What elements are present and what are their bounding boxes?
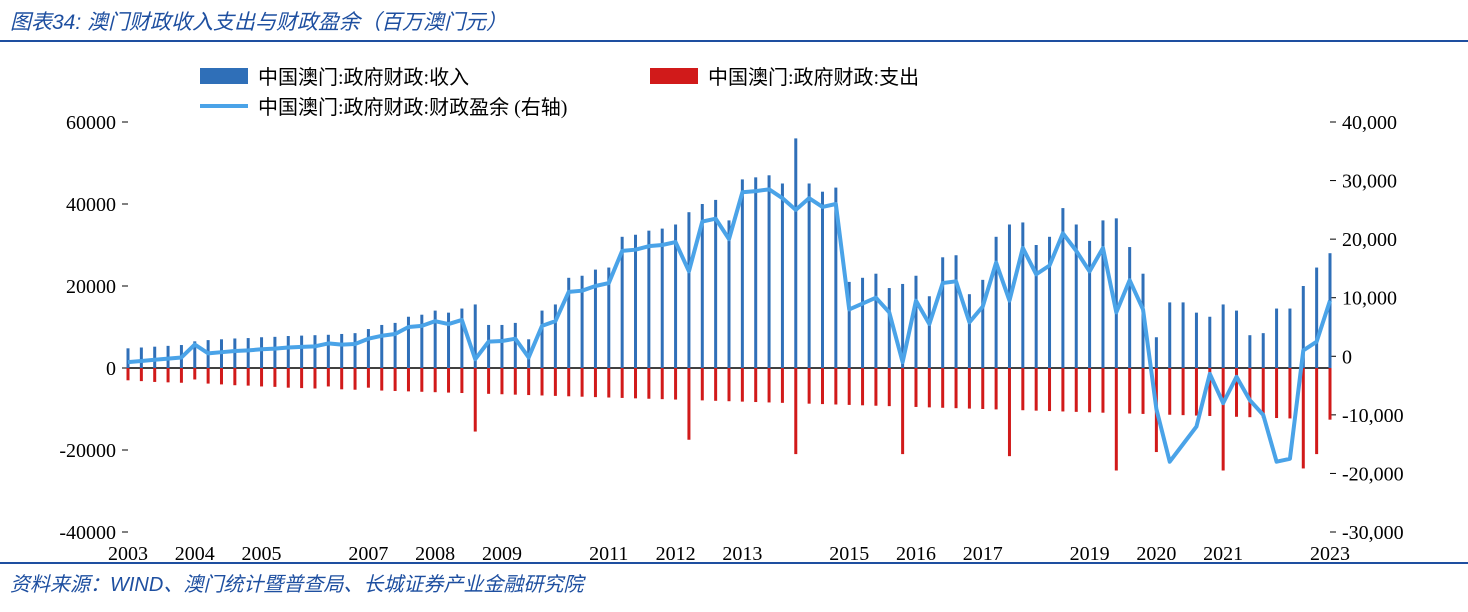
svg-text:2017: 2017 [963,543,1003,565]
svg-text:0: 0 [1342,346,1352,368]
chart-area: -40000 -20000 0 20000 40000 60000 -30,000 -20,0… [0,42,1468,562]
svg-text:2008: 2008 [415,543,455,565]
svg-text:-10,000: -10,000 [1342,405,1404,427]
svg-text:2009: 2009 [482,543,522,565]
svg-text:2023: 2023 [1310,543,1350,565]
svg-text:2012: 2012 [656,543,696,565]
svg-text:20000: 20000 [66,276,116,298]
source-text: 资料来源：WIND、澳门统计暨普查局、长城证券产业金融研究院 [10,574,583,596]
svg-text:-30,000: -30,000 [1342,522,1404,544]
svg-text:30,000: 30,000 [1342,171,1397,193]
svg-text:-20000: -20000 [59,440,116,462]
svg-text:2021: 2021 [1203,543,1243,565]
svg-text:2013: 2013 [722,543,762,565]
title-text: 澳门财政收入支出与财政盈余（百万澳门元） [87,11,507,34]
svg-text:中国澳门:政府财政:收入: 中国澳门:政府财政:收入 [258,66,469,89]
svg-text:2007: 2007 [348,543,388,565]
chart-title-bar: 图表34: 澳门财政收入支出与财政盈余（百万澳门元） [0,0,1468,42]
svg-text:2005: 2005 [242,543,282,565]
svg-text:2019: 2019 [1070,543,1110,565]
svg-text:2004: 2004 [175,543,215,565]
chart-svg: -40000 -20000 0 20000 40000 60000 -30,000 -20,0… [20,52,1448,572]
svg-text:40000: 40000 [66,194,116,216]
svg-text:-40000: -40000 [59,522,116,544]
title-prefix: 图表34: [10,11,81,34]
svg-text:0: 0 [106,358,116,380]
svg-text:中国澳门:政府财政:支出: 中国澳门:政府财政:支出 [708,66,919,89]
svg-text:2016: 2016 [896,543,936,565]
svg-text:2003: 2003 [108,543,148,565]
svg-text:40,000: 40,000 [1342,112,1397,134]
svg-text:2011: 2011 [589,543,628,565]
svg-text:中国澳门:政府财政:财政盈余 (右轴): 中国澳门:政府财政:财政盈余 (右轴) [258,96,567,119]
svg-text:2020: 2020 [1136,543,1176,565]
svg-text:10,000: 10,000 [1342,288,1397,310]
svg-text:-20,000: -20,000 [1342,463,1404,485]
svg-text:60000: 60000 [66,112,116,134]
svg-text:2015: 2015 [829,543,869,565]
svg-text:20,000: 20,000 [1342,229,1397,251]
